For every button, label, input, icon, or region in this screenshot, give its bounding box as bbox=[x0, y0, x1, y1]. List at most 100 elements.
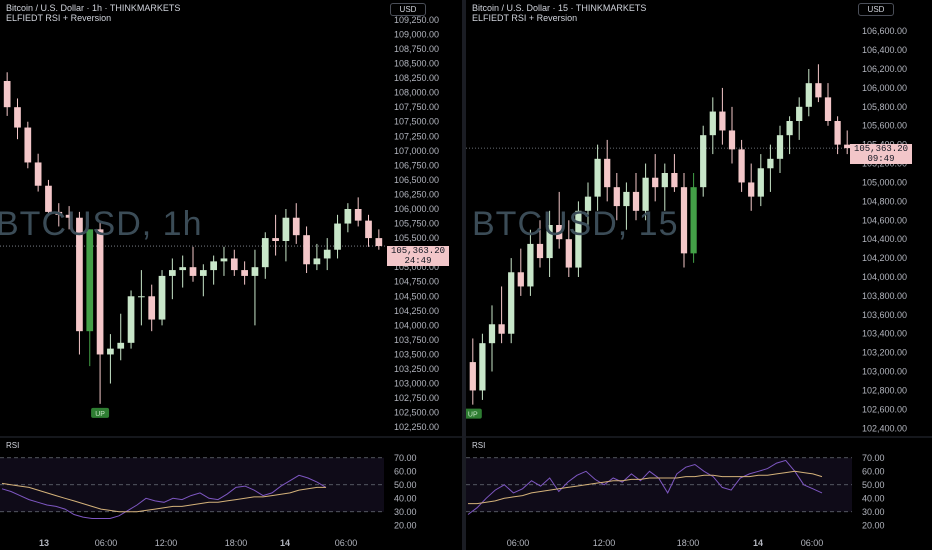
left-price-tick-label: 103,000.00 bbox=[394, 379, 439, 389]
right-rsi-tick-label: 50.00 bbox=[862, 480, 885, 490]
left-candle-body bbox=[3, 81, 11, 108]
left-candle-body bbox=[127, 296, 135, 343]
right-candle-body bbox=[575, 210, 582, 268]
right-candle-body bbox=[728, 130, 736, 150]
left-chart-title: Bitcoin / U.S. Dollar · 1h · THINKMARKET… bbox=[6, 3, 181, 13]
left-currency-button[interactable]: USD bbox=[390, 3, 426, 16]
right-price-tick-label: 104,000.00 bbox=[862, 272, 907, 282]
right-candle-body bbox=[748, 182, 755, 197]
right-price-tick-label: 103,600.00 bbox=[862, 310, 907, 320]
left-price-tick-label: 103,750.00 bbox=[394, 335, 439, 345]
left-price-tick-label: 109,000.00 bbox=[394, 29, 439, 39]
right-watermark: BTCUSD, 15 bbox=[472, 205, 679, 243]
left-candle-body bbox=[45, 185, 52, 212]
right-candle-body bbox=[767, 158, 774, 169]
right-candle-body bbox=[776, 135, 784, 159]
right-price-tick-label: 106,200.00 bbox=[862, 64, 907, 74]
right-candle-body bbox=[469, 362, 476, 391]
left-candle-body bbox=[158, 275, 166, 320]
right-rsi-tick-label: 70.00 bbox=[862, 453, 885, 463]
left-price-tick-label: 105,000.00 bbox=[394, 262, 439, 272]
left-candle-body bbox=[189, 267, 197, 276]
left-rsi-line bbox=[1, 474, 327, 519]
right-rsi-tick-label: 40.00 bbox=[862, 493, 885, 503]
left-time-axis-label: 18:00 bbox=[225, 538, 248, 548]
left-candle-body bbox=[323, 249, 331, 259]
right-price-tick-label: 102,400.00 bbox=[862, 423, 907, 433]
right-candle-body bbox=[661, 173, 668, 188]
left-candle-body bbox=[241, 270, 248, 276]
right-price-tick-label: 106,400.00 bbox=[862, 45, 907, 55]
right-candle-countdown: 09:49 bbox=[867, 154, 895, 164]
right-chart-canvas[interactable]: 102,400.00 102,600.00 102,800.00 103,000.00… bbox=[466, 0, 932, 550]
right-chart-title: Bitcoin / U.S. Dollar · 15 · THINKMARKET… bbox=[472, 3, 647, 13]
right-rsi-tick-label: 20.00 bbox=[862, 520, 885, 530]
left-candle-body bbox=[34, 162, 42, 186]
left-candle-body bbox=[179, 267, 187, 271]
left-price-tick-label: 107,750.00 bbox=[394, 102, 439, 112]
right-candle-body bbox=[757, 168, 764, 197]
left-chart-pane[interactable]: 102,250.00 102,500.00 102,750.00 103,000.00… bbox=[0, 0, 462, 550]
right-price-tick-label: 106,600.00 bbox=[862, 26, 907, 36]
left-candle-body bbox=[375, 238, 383, 247]
left-last-price-tag: 105,363.20 24:49 bbox=[387, 246, 449, 266]
left-candle-body bbox=[261, 238, 269, 268]
left-candle-body bbox=[168, 270, 176, 276]
left-rsi-tick-label: 20.00 bbox=[394, 520, 417, 530]
right-candle-body bbox=[690, 187, 697, 254]
left-price-tick-label: 107,500.00 bbox=[394, 117, 439, 127]
left-time-axis-label: 06:00 bbox=[95, 538, 118, 548]
right-candle-body bbox=[834, 121, 841, 145]
right-time-axis-label: 18:00 bbox=[677, 538, 700, 548]
right-candle-body bbox=[719, 111, 726, 131]
right-candle-body bbox=[517, 272, 524, 287]
right-chart-pane[interactable]: 102,400.00 102,600.00 102,800.00 103,000.00… bbox=[466, 0, 932, 550]
right-candle-body bbox=[565, 239, 572, 268]
left-candle-body bbox=[138, 296, 145, 298]
left-price-tick-label: 108,500.00 bbox=[394, 59, 439, 69]
right-price-tick-label: 106,000.00 bbox=[862, 83, 907, 93]
right-time-axis-label: 06:00 bbox=[801, 538, 824, 548]
right-rsi-tick-label: 60.00 bbox=[862, 466, 885, 476]
left-candle-body bbox=[117, 342, 125, 349]
right-candle-body bbox=[488, 324, 496, 344]
left-price-tick-label: 108,250.00 bbox=[394, 73, 439, 83]
left-price-tick-label: 103,500.00 bbox=[394, 349, 439, 359]
right-candle-body bbox=[700, 135, 707, 188]
left-candle-body bbox=[365, 220, 372, 239]
right-candle-body bbox=[786, 121, 793, 136]
left-price-tick-label: 109,250.00 bbox=[394, 15, 439, 25]
right-candle-body bbox=[815, 83, 822, 98]
right-candle-body bbox=[738, 149, 745, 183]
left-time-axis-label: 12:00 bbox=[155, 538, 178, 548]
right-price-tick-label: 104,800.00 bbox=[862, 196, 907, 206]
right-candle-body bbox=[613, 187, 620, 207]
left-candle-body bbox=[303, 235, 310, 265]
left-price-tick-label: 104,500.00 bbox=[394, 291, 439, 301]
left-price-tick-label: 107,000.00 bbox=[394, 146, 439, 156]
pane-divider[interactable] bbox=[462, 0, 466, 550]
left-rsi-tick-label: 50.00 bbox=[394, 480, 417, 490]
left-price-tick-label: 108,000.00 bbox=[394, 88, 439, 98]
left-price-tick-label: 107,250.00 bbox=[394, 131, 439, 141]
left-candle-body bbox=[313, 258, 321, 265]
left-time-axis-label: 06:00 bbox=[335, 538, 358, 548]
right-currency-button[interactable]: USD bbox=[858, 3, 894, 16]
left-time-axis-label: 13 bbox=[39, 538, 49, 548]
left-candle-body bbox=[354, 209, 362, 221]
left-candle-body bbox=[210, 261, 218, 271]
right-price-tick-label: 104,200.00 bbox=[862, 253, 907, 263]
right-price-tick-label: 103,200.00 bbox=[862, 348, 907, 358]
right-candle-body bbox=[844, 144, 851, 149]
left-candle-body bbox=[65, 214, 73, 218]
right-candle-body bbox=[623, 191, 630, 207]
left-rsi-tick-label: 60.00 bbox=[394, 466, 417, 476]
right-time-axis-label: 14 bbox=[753, 538, 763, 548]
right-rsi-tick-label: 30.00 bbox=[862, 507, 885, 517]
left-time-axis-label: 14 bbox=[280, 538, 290, 548]
left-candle-body bbox=[55, 211, 63, 215]
left-chart-canvas[interactable]: 102,250.00 102,500.00 102,750.00 103,000.00… bbox=[0, 0, 462, 550]
left-candle-body bbox=[24, 127, 32, 163]
right-candle-body bbox=[508, 272, 515, 334]
left-price-tick-label: 104,750.00 bbox=[394, 277, 439, 287]
